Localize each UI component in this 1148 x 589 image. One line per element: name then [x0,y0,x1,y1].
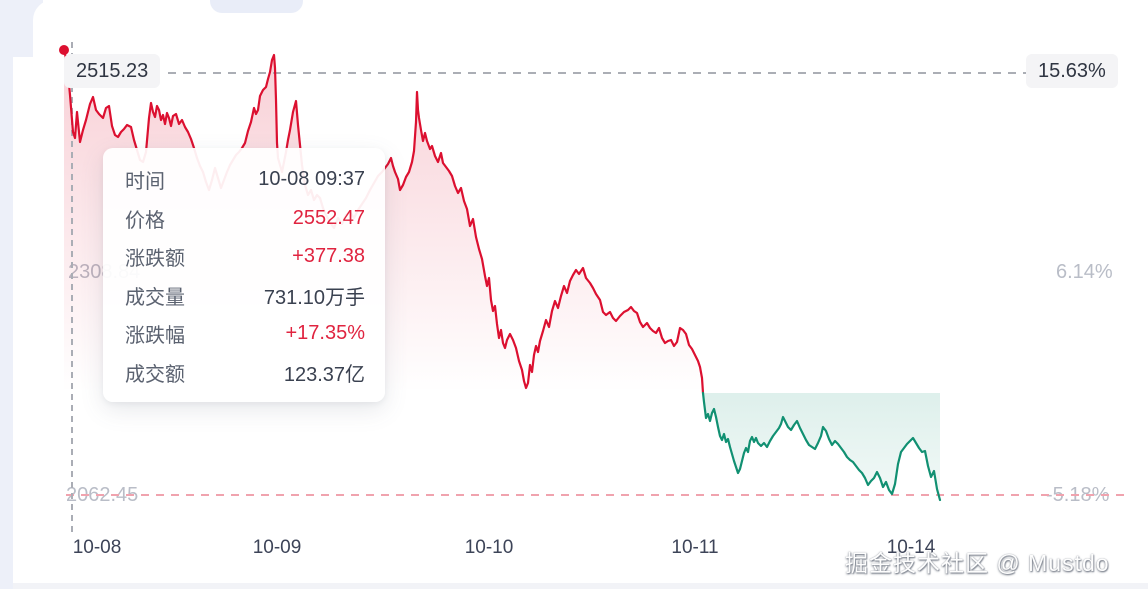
page-bottom-edge [13,583,1148,589]
page-edge-strip [0,0,13,589]
tooltip-row-volume: 成交量 731.10万手 [125,281,365,310]
top-pill-decoration [210,0,303,13]
tooltip-row-change: 涨跌额 +377.38 [125,242,365,271]
x-tick-10-09: 10-09 [252,537,302,558]
tooltip-value-change-pct: +17.35% [285,322,365,345]
x-tick-10-14: 10-14 [886,537,936,558]
tooltip-value-time: 10-08 09:37 [258,168,365,190]
percent-axis-label-top: 15.63% [1026,54,1118,88]
tooltip-value-price: 2552.47 [292,206,365,229]
tooltip-row-time: 时间 10-08 09:37 [125,165,365,194]
x-tick-10-10: 10-10 [464,537,514,558]
tooltip-label-change-pct: 涨跌幅 [125,325,185,348]
tooltip-value-change: +377.38 [292,245,365,268]
tooltip-row-price: 价格 2552.47 [125,204,365,233]
price-axis-label-top: 2515.23 [64,54,161,88]
x-tick-10-08: 10-08 [72,537,122,558]
percent-axis-label-middle: 6.14% [1056,261,1113,283]
hover-tooltip: 时间 10-08 09:37 价格 2552.47 涨跌额 +377.38 成交… [103,148,385,402]
x-tick-10-11: 10-11 [671,537,719,558]
watermark: 掘金技术社区 @ Mustdo [845,550,1110,576]
tooltip-label-turnover: 成交额 [125,363,185,386]
tooltip-row-change-pct: 涨跌幅 +17.35% [125,319,365,348]
tooltip-value-volume: 731.10万手 [263,286,365,309]
tooltip-row-turnover: 成交额 123.37亿 [125,358,365,387]
tooltip-value-turnover: 123.37亿 [283,363,365,386]
tooltip-label-price: 价格 [125,209,165,232]
tooltip-label-volume: 成交量 [125,286,185,309]
tooltip-label-time: 时间 [125,171,165,193]
tooltip-label-change: 涨跌额 [125,248,185,271]
